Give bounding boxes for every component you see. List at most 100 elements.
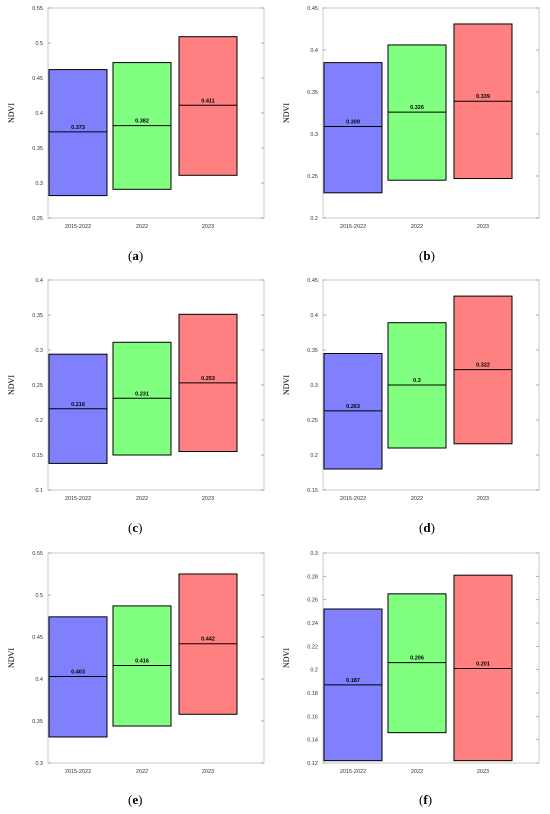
data-label: 0.339: [476, 94, 490, 100]
x-tick-label: 2023: [202, 224, 214, 230]
range-bar: [48, 69, 108, 197]
x-tick-label: 2023: [202, 496, 214, 502]
x-tick-label: 2015-2022: [65, 496, 91, 502]
x-tick-label: 2022: [411, 769, 423, 775]
data-label: 0.309: [346, 119, 360, 125]
x-tick-label: 2015-2022: [340, 496, 366, 502]
x-tick-label: 2015-2022: [340, 224, 366, 230]
y-tick-label: 0.2: [310, 453, 318, 459]
y-tick-label: 0.3: [310, 551, 318, 557]
y-tick-label: 0.4: [35, 278, 43, 284]
y-tick-label: 0.4: [35, 677, 43, 683]
y-axis-label: NDVI: [7, 103, 16, 123]
y-tick-label: 0.35: [307, 90, 318, 96]
chart-panel-e: 0.3 0.35 0.4 0.45 0.5 0.55 NDVI 0.403 2015-2022 0…: [7, 551, 265, 775]
x-tick-label: 2015-2022: [65, 224, 91, 230]
data-label: 0.187: [346, 678, 360, 684]
y-tick-label: 0.2: [35, 418, 43, 424]
caption-letter: c: [132, 520, 139, 535]
y-tick-label: 0.45: [307, 6, 318, 12]
caption-letter: d: [423, 520, 431, 535]
y-tick-label: 0.3: [35, 181, 43, 187]
caption-f: (f): [419, 792, 433, 807]
chart-panel-d: 0.15 0.2 0.25 0.3 0.35 0.4 0.45 NDVI 0.263 2015-2…: [282, 278, 540, 502]
data-label: 0.3: [413, 378, 421, 384]
range-bar: [178, 36, 238, 176]
y-tick-label: 0.3: [310, 132, 318, 138]
data-label: 0.231: [135, 391, 149, 397]
y-tick-label: 0.35: [32, 719, 43, 725]
y-axis-label: NDVI: [7, 648, 16, 668]
y-tick-label: 0.55: [32, 6, 43, 12]
y-tick-label: 0.35: [32, 313, 43, 319]
x-tick-label: 2023: [202, 769, 214, 775]
data-label: 0.442: [201, 637, 215, 643]
y-tick-label: 0.15: [32, 453, 43, 459]
caption-letter: e: [132, 792, 139, 807]
y-tick-label: 0.55: [32, 551, 43, 557]
chart-panel-a: 0.25 0.3 0.35 0.4 0.45 0.5 0.55 NDVI 0.373 2015-2…: [7, 6, 265, 230]
data-label: 0.253: [201, 376, 215, 382]
caption-c: (c): [128, 520, 143, 535]
y-tick-label: 0.3: [310, 383, 318, 389]
y-tick-label: 0.28: [307, 574, 318, 580]
y-tick-label: 0.35: [307, 348, 318, 354]
y-tick-label: 0.25: [32, 383, 43, 389]
y-tick-label: 0.3: [35, 761, 43, 767]
caption-e: (e): [128, 792, 143, 807]
y-tick-label: 0.2: [310, 216, 318, 222]
plot-frame: [47, 552, 265, 764]
y-tick-label: 0.14: [307, 738, 318, 744]
range-bar: [453, 574, 513, 762]
x-tick-label: 2022: [411, 224, 423, 230]
caption-a: (a): [128, 248, 144, 263]
data-label: 0.206: [410, 656, 424, 662]
caption-letter: a: [132, 248, 139, 263]
plot-frame: [322, 7, 540, 219]
range-bar: [387, 593, 447, 734]
x-tick-label: 2023: [477, 224, 489, 230]
range-bar: [323, 62, 383, 194]
y-tick-label: 0.35: [32, 146, 43, 152]
y-tick-label: 0.3: [35, 348, 43, 354]
caption-d: (d): [419, 520, 435, 535]
y-axis-label: NDVI: [282, 648, 291, 668]
y-axis-label: NDVI: [7, 375, 16, 395]
y-tick-label: 0.25: [307, 174, 318, 180]
chart-panel-b: 0.2 0.25 0.3 0.35 0.4 0.45 NDVI 0.309 2015-2022 0…: [282, 6, 540, 230]
data-label: 0.382: [135, 119, 149, 125]
data-label: 0.416: [135, 659, 149, 665]
chart-panel-f: 0.12 0.14 0.16 0.18 0.2 0.22 0.24 0.26 0.28 0.3 ND…: [282, 551, 540, 775]
y-tick-label: 0.15: [307, 488, 318, 494]
caption-b: (b): [419, 248, 435, 263]
caption-letter: b: [423, 248, 431, 263]
y-tick-label: 0.12: [307, 761, 318, 767]
y-tick-label: 0.4: [310, 313, 318, 319]
x-tick-label: 2015-2022: [340, 769, 366, 775]
data-label: 0.373: [71, 125, 85, 131]
y-tick-label: 0.1: [35, 488, 43, 494]
x-tick-label: 2022: [136, 769, 148, 775]
x-tick-label: 2015-2022: [65, 769, 91, 775]
y-tick-label: 0.4: [310, 48, 318, 54]
y-tick-label: 0.45: [32, 76, 43, 82]
data-label: 0.403: [71, 669, 85, 675]
y-tick-label: 0.26: [307, 598, 318, 604]
y-tick-label: 0.24: [307, 621, 318, 627]
data-label: 0.326: [410, 105, 424, 111]
y-tick-label: 0.5: [35, 41, 43, 47]
y-tick-label: 0.16: [307, 714, 318, 720]
x-tick-label: 2023: [477, 769, 489, 775]
x-tick-label: 2022: [136, 496, 148, 502]
x-tick-label: 2022: [136, 224, 148, 230]
data-label: 0.201: [476, 662, 490, 668]
y-tick-label: 0.18: [307, 691, 318, 697]
y-axis-label: NDVI: [282, 375, 291, 395]
data-label: 0.322: [476, 363, 490, 369]
y-tick-label: 0.4: [35, 111, 43, 117]
y-tick-label: 0.25: [32, 216, 43, 222]
plot-frame: [322, 552, 540, 764]
chart-panel-c: 0.1 0.15 0.2 0.25 0.3 0.35 0.4 NDVI 0.216 2015-20…: [7, 278, 265, 502]
y-tick-label: 0.45: [307, 278, 318, 284]
